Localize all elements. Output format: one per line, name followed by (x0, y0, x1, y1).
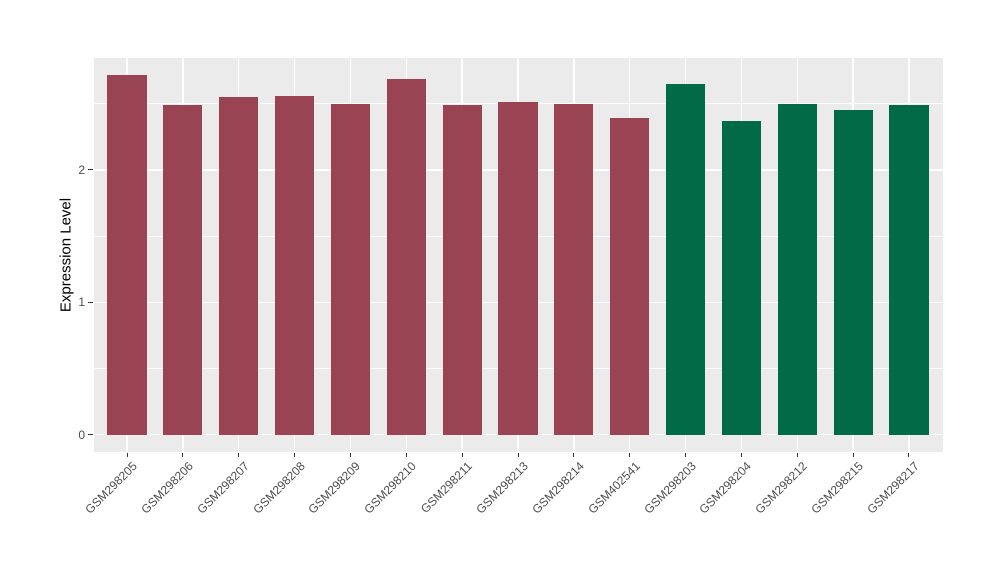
bar (554, 103, 594, 435)
x-tick-label: GSM298208 (249, 459, 308, 517)
x-tick-label: GSM298213 (473, 459, 531, 517)
bar (498, 102, 538, 435)
bar (330, 103, 370, 435)
bar (163, 104, 203, 435)
x-tick-mark (740, 452, 742, 457)
bar (442, 104, 482, 435)
x-tick-label: GSM298212 (752, 459, 811, 517)
x-tick-label: GSM298205 (82, 459, 140, 517)
bar (610, 118, 650, 435)
x-tick-label: GSM298210 (361, 459, 420, 517)
y-tick-label: 1 (78, 295, 85, 310)
x-tick-mark (685, 452, 687, 457)
y-tick-label: 0 (78, 427, 85, 442)
x-tick-label: GSM298215 (808, 459, 867, 517)
bar (833, 110, 873, 435)
x-tick-mark (908, 452, 910, 457)
x-tick-label: GSM298206 (138, 459, 196, 517)
x-tick-mark (349, 452, 351, 457)
x-tick-mark (294, 452, 296, 457)
x-tick-label: GSM298217 (864, 459, 922, 517)
x-tick-label: GSM298209 (305, 459, 364, 517)
x-tick-mark (182, 452, 184, 457)
x-tick-mark (461, 452, 463, 457)
bar (107, 74, 147, 435)
x-tick-mark (796, 452, 798, 457)
x-tick-label: GSM298211 (418, 459, 476, 516)
y-tick-label: 2 (78, 162, 85, 177)
bar (721, 120, 761, 435)
x-tick-mark (629, 452, 631, 457)
x-tick-label: GSM298214 (529, 459, 587, 517)
plot-panel (93, 58, 943, 452)
bar (219, 97, 259, 435)
x-tick-mark (405, 452, 407, 457)
bar (275, 95, 315, 435)
y-tick-mark (88, 301, 93, 303)
x-tick-label: GSM298203 (640, 459, 699, 517)
x-tick-label: GSM298204 (696, 459, 755, 517)
bar (777, 103, 817, 435)
y-tick-mark (88, 434, 93, 436)
x-tick-label: GSM402541 (585, 459, 643, 517)
y-tick-mark (88, 169, 93, 171)
bar (386, 78, 426, 435)
x-tick-mark (573, 452, 575, 457)
bar (889, 104, 929, 435)
x-tick-mark (852, 452, 854, 457)
bar (666, 83, 706, 435)
x-tick-mark (517, 452, 519, 457)
x-tick-mark (238, 452, 240, 457)
x-tick-mark (126, 452, 128, 457)
x-tick-label: GSM298207 (194, 459, 252, 517)
